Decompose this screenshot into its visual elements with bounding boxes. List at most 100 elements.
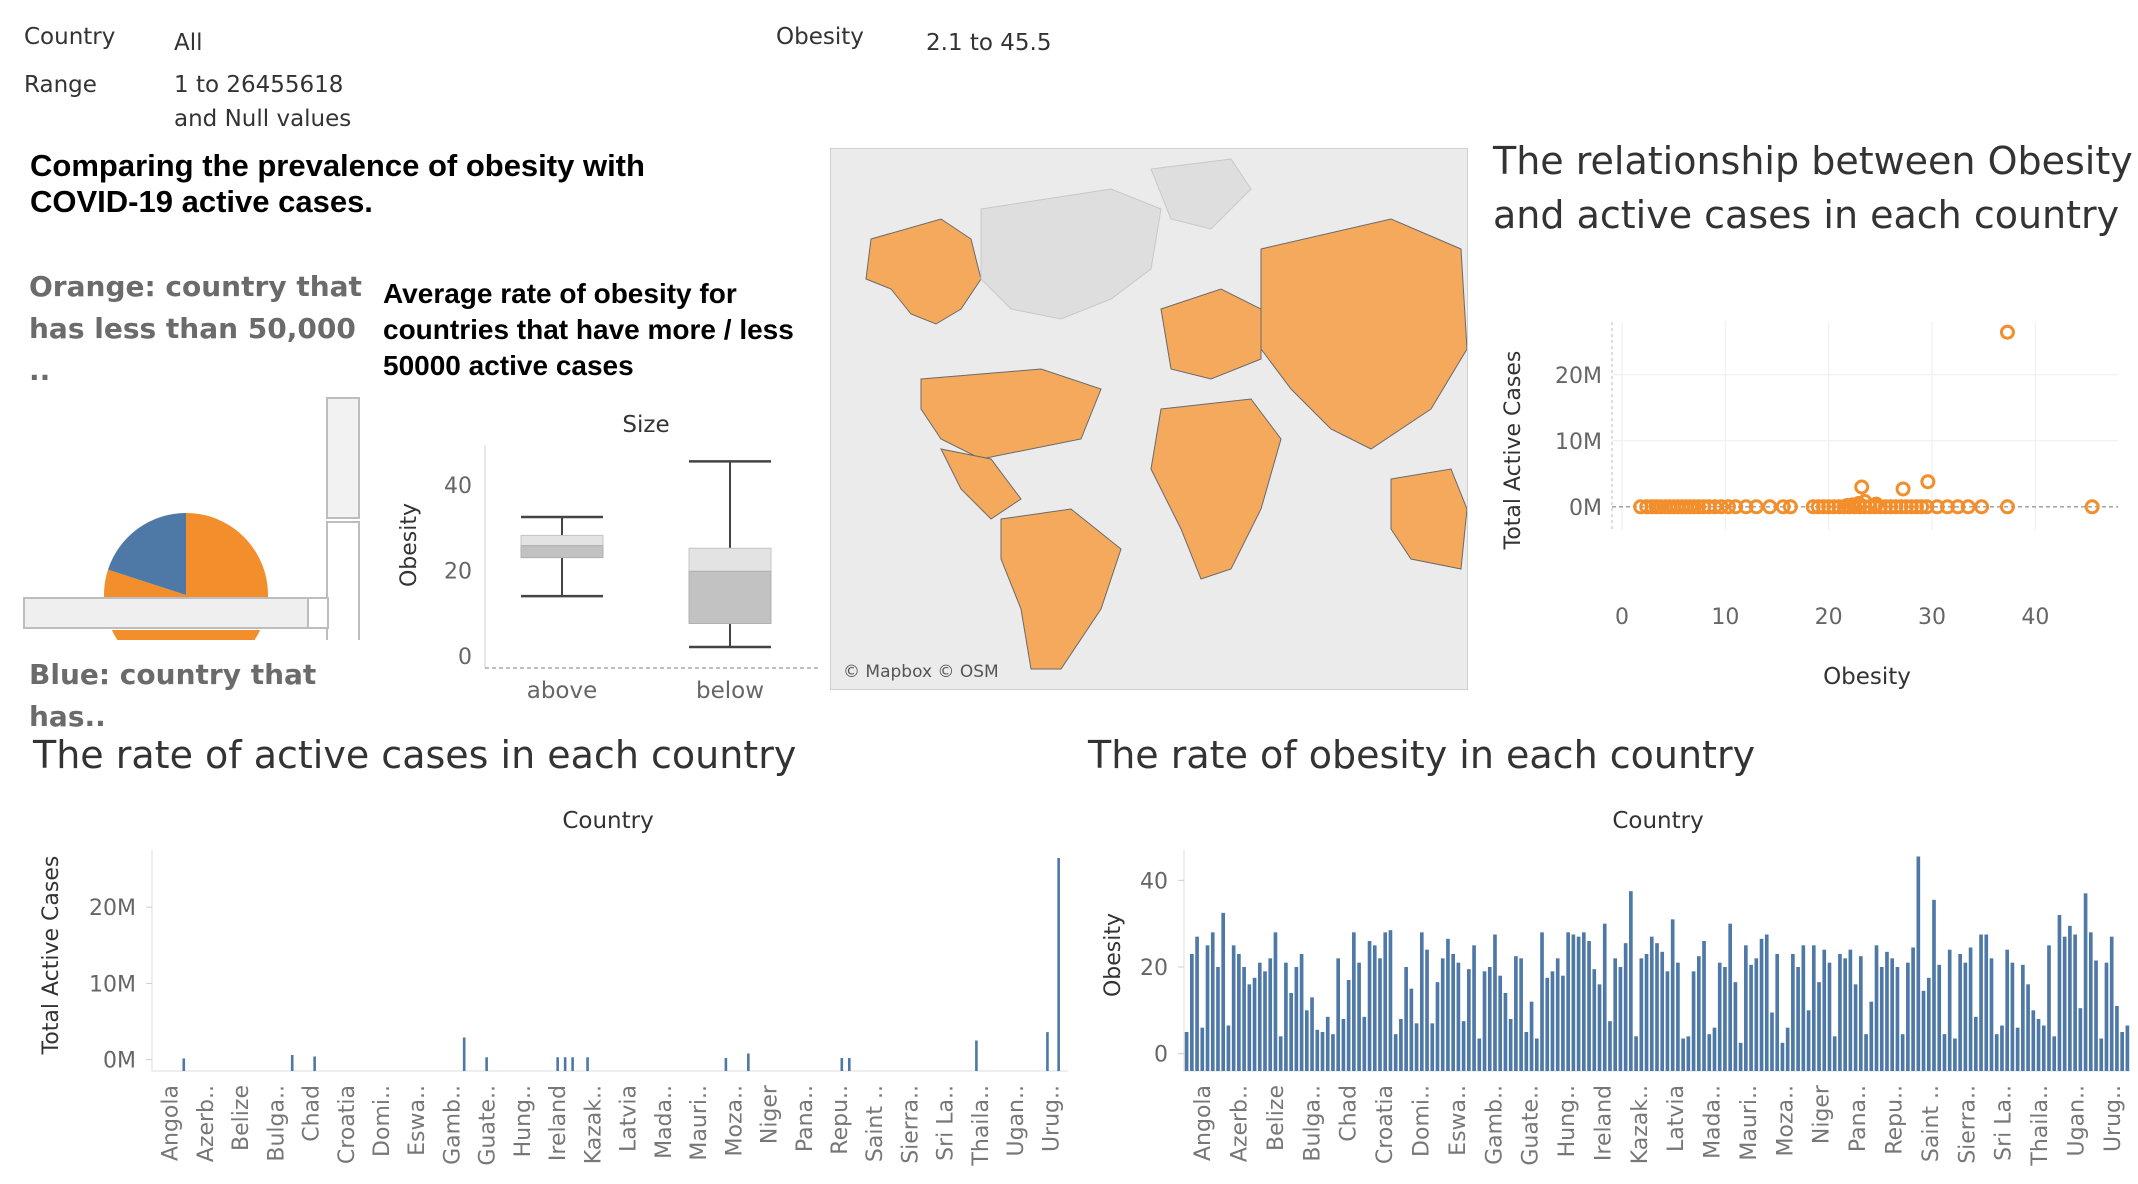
- map-land-usa: [920, 368, 1102, 460]
- bar: [1958, 954, 1962, 1071]
- active-cases-bars: [182, 857, 1060, 1071]
- map-attribution: © Mapbox © OSM: [843, 662, 999, 682]
- obesity-bar-header: Country: [1612, 808, 1703, 834]
- bar: [1744, 945, 1748, 1071]
- boxplot-lower-box-above: [520, 545, 604, 559]
- scatter-point: [1888, 499, 1904, 515]
- bar: [1446, 938, 1450, 1071]
- boxplot-ytick-label: 40: [444, 474, 472, 499]
- bar-xtick-label: Belize: [229, 1085, 254, 1151]
- active-cases-ylabel: Total Active Cases: [39, 856, 64, 1056]
- pie-scrollbar-horizontal-thumb[interactable]: [23, 597, 309, 629]
- boxplot-ylabel: Obesity: [397, 503, 422, 587]
- bar: [2109, 936, 2114, 1071]
- bar: [1289, 993, 1293, 1071]
- bar-xtick-label: Guate..: [476, 1085, 501, 1166]
- scatter-point: [1883, 499, 1899, 515]
- bar: [1686, 1036, 1691, 1071]
- filter-country-value[interactable]: All: [174, 30, 203, 56]
- scatter-point: [1898, 499, 1914, 515]
- bar-xtick-label: Domi..: [1410, 1085, 1435, 1157]
- bar: [1226, 1025, 1231, 1071]
- bar: [1331, 1034, 1335, 1071]
- bar-xtick-label: Gamb..: [440, 1085, 465, 1165]
- bar: [1477, 1038, 1482, 1071]
- bar: [1853, 984, 1858, 1071]
- map-land-greenland: [1150, 158, 1252, 230]
- bar: [1278, 1036, 1283, 1071]
- bar: [2026, 984, 2030, 1071]
- scatter-xlabel: Obesity: [1823, 664, 1911, 690]
- bar: [1838, 954, 1842, 1071]
- bar: [1775, 954, 1780, 1071]
- bar: [1989, 958, 1994, 1071]
- bar-xtick-label: Mada..: [1701, 1085, 1726, 1159]
- bar-xtick-label: Thaila..: [969, 1085, 994, 1167]
- bar-xtick-label: Sierra..: [1955, 1085, 1980, 1164]
- bar: [1681, 1038, 1685, 1071]
- bar: [1456, 962, 1461, 1071]
- scatter-point: [1690, 499, 1706, 515]
- bar: [1968, 947, 1973, 1071]
- bar: [1691, 971, 1696, 1071]
- filter-range-value[interactable]: 1 to 26455618 and Null values: [174, 68, 351, 136]
- pie-scrollbar-vertical-thumb[interactable]: [326, 521, 360, 640]
- bar: [2031, 1010, 2036, 1071]
- bar-xtick-label: Saint ..: [863, 1085, 888, 1162]
- bar-xtick-label: Ugan..: [2064, 1085, 2089, 1156]
- bar-xtick-label: Belize: [1264, 1085, 1289, 1151]
- bar-xtick-label: Thaila..: [2028, 1085, 2053, 1167]
- bar: [462, 1037, 466, 1071]
- filter-obesity-value[interactable]: 2.1 to 45.5: [926, 30, 1052, 56]
- bar: [1973, 1016, 1978, 1071]
- bar: [1195, 936, 1199, 1071]
- bar: [1399, 1019, 1403, 1071]
- bar-xtick-label: Domi..: [370, 1085, 395, 1157]
- bar: [1843, 958, 1847, 1071]
- bar: [2115, 1006, 2119, 1071]
- boxplot-lower-box-below: [688, 570, 772, 624]
- bar: [1425, 949, 1429, 1071]
- bar: [1780, 1042, 1785, 1071]
- active-cases-title: The rate of active cases in each country: [33, 733, 797, 777]
- scatter-ytick-label: 0M: [1569, 496, 1602, 521]
- bar: [1419, 932, 1424, 1071]
- bar: [1874, 945, 1879, 1071]
- bar: [847, 1058, 851, 1071]
- bar: [1937, 964, 1942, 1071]
- bar: [1848, 949, 1853, 1071]
- bar-ytick-label: 40: [1140, 869, 1168, 894]
- bar: [1890, 958, 1895, 1071]
- pie-scrollbar-horizontal-end[interactable]: [307, 597, 329, 629]
- bar: [1414, 1023, 1419, 1071]
- bar: [313, 1056, 316, 1071]
- world-map[interactable]: © Mapbox © OSM: [830, 148, 1468, 690]
- bar-xtick-label: Chad: [1337, 1085, 1362, 1142]
- bar-xtick-label: Latvia: [1664, 1085, 1689, 1152]
- bar: [1472, 945, 1476, 1071]
- bar: [1372, 945, 1377, 1071]
- bar-xtick-label: Bulga..: [264, 1085, 289, 1162]
- bar: [1942, 1034, 1947, 1071]
- bar: [563, 1057, 567, 1071]
- bar: [556, 1057, 559, 1071]
- boxplot-ytick-label: 20: [444, 559, 472, 584]
- bar: [1665, 971, 1670, 1071]
- bar: [2000, 1025, 2004, 1071]
- bar-xtick-label: Moza..: [722, 1085, 747, 1156]
- bar: [2041, 1025, 2046, 1071]
- bar: [1649, 936, 1654, 1071]
- bar: [1315, 1029, 1320, 1071]
- active-cases-yticks: 0M 10M 20M: [89, 850, 1068, 1074]
- bar: [1393, 1034, 1398, 1071]
- bar: [1263, 971, 1267, 1071]
- bar: [1817, 982, 1821, 1071]
- bar: [747, 1053, 750, 1071]
- pie-scrollbar-vertical-track[interactable]: [326, 397, 360, 519]
- bar-ytick-label: 20M: [89, 896, 136, 921]
- scatter-chart: Total Active Cases Obesity 0 10 20 30 40 0M 10…: [1501, 322, 2118, 690]
- bar-xtick-label: Niger: [758, 1084, 783, 1144]
- bar: [2104, 962, 2109, 1071]
- bar: [2125, 1025, 2130, 1071]
- bar: [1832, 1036, 1837, 1071]
